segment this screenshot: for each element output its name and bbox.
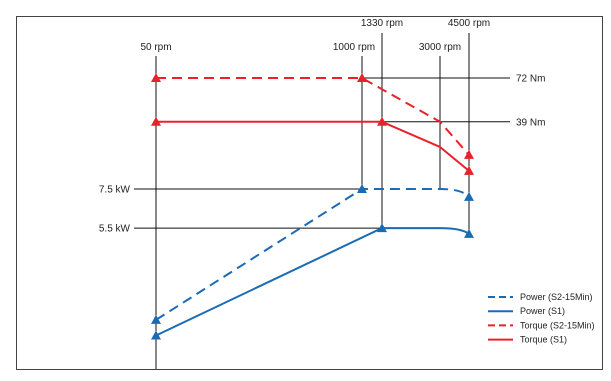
torque-label-72-nm: 72 Nm xyxy=(516,74,545,85)
speed-label-1330-rpm: 1330 rpm xyxy=(361,18,403,29)
torque-label-39-nm: 39 Nm xyxy=(516,117,545,128)
marker-power-s1-1 xyxy=(377,223,387,233)
speed-label-3000-rpm: 3000 rpm xyxy=(419,42,461,53)
speed-label-1000-rpm: 1000 rpm xyxy=(333,42,375,53)
power-label-7-5-kw: 7.5 kW xyxy=(99,185,131,196)
marker-power-s1-0 xyxy=(151,330,161,340)
power-label-5-5-kw: 5.5 kW xyxy=(99,224,131,235)
axis-labels: 50 rpm 1000 rpm 1330 rpm 3000 rpm 4500 rpm 72… xyxy=(99,18,546,235)
series-line-torque-s2-15min xyxy=(156,77,470,156)
chart-frame xyxy=(16,16,603,370)
legend-label-torque-s1: Torque (S1) xyxy=(520,335,567,345)
speed-label-4500-rpm: 4500 rpm xyxy=(448,18,490,29)
marker-torque-s1-3 xyxy=(464,165,474,175)
legend-label-power-s1: Power (S1) xyxy=(520,306,565,316)
legend-label-torque-s2-15min: Torque (S2-15Min) xyxy=(520,320,595,330)
legend: Power (S2-15Min) Power (S1) Torque (S2-15M… xyxy=(488,292,595,345)
marker-torque-s2-15min-3 xyxy=(464,149,474,159)
marker-power-s2-15min-0 xyxy=(151,314,161,324)
marker-power-s2-15min-3 xyxy=(464,191,474,201)
marker-torque-s2-15min-0 xyxy=(151,73,161,82)
marker-power-s1-3 xyxy=(464,228,474,238)
marker-torque-s1-0 xyxy=(151,116,161,126)
marker-torque-s2-15min-1 xyxy=(357,73,367,82)
speed-label-50-rpm: 50 rpm xyxy=(140,42,171,53)
series-lines xyxy=(155,77,470,337)
series-line-power-s1 xyxy=(155,227,470,337)
series-line-torque-s1 xyxy=(156,120,470,172)
data-markers xyxy=(151,73,474,340)
marker-torque-s1-1 xyxy=(377,116,387,126)
series-line-power-s2-15min xyxy=(155,188,470,321)
legend-label-power-s2-15min: Power (S2-15Min) xyxy=(520,292,593,302)
marker-power-s2-15min-1 xyxy=(357,184,367,193)
